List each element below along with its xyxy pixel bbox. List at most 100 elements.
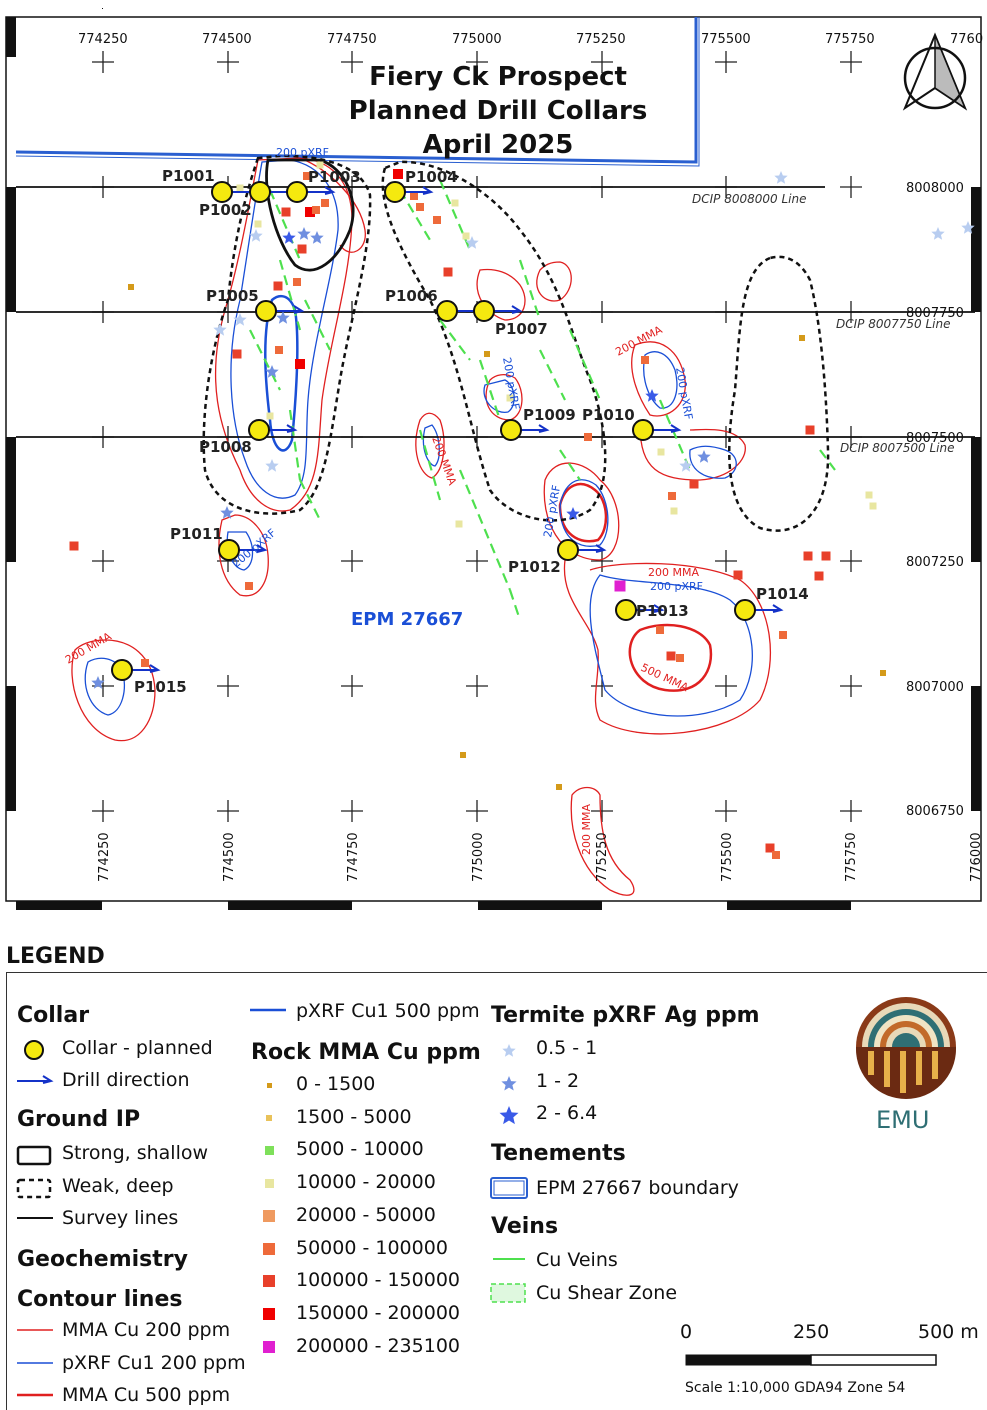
survey-line-label: DCIP 8007500 Line bbox=[840, 441, 954, 455]
rock-sample bbox=[641, 356, 649, 364]
pxrf-500-symbol bbox=[250, 1008, 286, 1012]
cu-shear-symbol bbox=[490, 1283, 526, 1303]
easting-label: 775250 bbox=[595, 832, 610, 882]
collar-marker bbox=[500, 419, 522, 441]
rock-legend-swatch bbox=[263, 1209, 275, 1222]
collar-label: P1002 bbox=[199, 201, 252, 219]
rock-sample bbox=[462, 232, 470, 240]
rock-sample bbox=[443, 267, 453, 277]
northing-label: 8007000 bbox=[906, 680, 964, 695]
rock-sample bbox=[821, 551, 831, 561]
map-title-line: Fiery Ck Prospect bbox=[369, 62, 627, 92]
collar-marker bbox=[111, 659, 133, 681]
termite-sample bbox=[249, 229, 263, 242]
map-title-line: Planned Drill Collars bbox=[349, 96, 648, 126]
rock-sample bbox=[799, 335, 805, 341]
termite-star-icon bbox=[502, 1044, 516, 1057]
map-title: Fiery Ck Prospect Planned Drill Collars … bbox=[349, 62, 648, 160]
collar-label: P1003 bbox=[308, 168, 361, 186]
cu-veins bbox=[249, 179, 836, 621]
rock-legend-swatch bbox=[263, 1340, 275, 1353]
termite-sample bbox=[233, 313, 247, 326]
termite-sample bbox=[297, 227, 311, 240]
contour-label: 200 pXRF bbox=[650, 580, 703, 593]
rock-sample bbox=[433, 216, 441, 224]
survey-line-label: DCIP 8007750 Line bbox=[836, 317, 950, 331]
termite-samples bbox=[91, 171, 975, 689]
collar-label: P1014 bbox=[756, 585, 809, 603]
scale-tick-500: 500 m bbox=[918, 1321, 979, 1343]
collar-labels: P1001 P1002 P1003 P1004 P1005 P1006 P100… bbox=[134, 167, 809, 696]
collar-marker bbox=[557, 539, 579, 561]
collar-marker bbox=[249, 181, 271, 203]
rock-legend-label: 5000 - 10000 bbox=[296, 1138, 424, 1161]
tenement-label: EPM 27667 bbox=[351, 609, 463, 630]
collar-marker bbox=[473, 300, 495, 322]
easting-label: 775250 bbox=[576, 32, 626, 47]
drill-arrow bbox=[511, 305, 523, 314]
legend-collar-heading: Collar bbox=[17, 1003, 90, 1028]
rock-sample bbox=[484, 351, 490, 357]
rock-sample bbox=[614, 580, 626, 592]
ip-weak-deep bbox=[202, 154, 830, 532]
survey-line-labels: DCIP 8008000 Line DCIP 8007750 Line DCIP… bbox=[692, 192, 954, 455]
rock-sample bbox=[321, 199, 329, 207]
collar-marker bbox=[436, 300, 458, 322]
rock-sample bbox=[416, 203, 424, 211]
rock-sample bbox=[410, 192, 418, 200]
legend-contours-heading: Contour lines bbox=[17, 1287, 183, 1312]
scale-tick-0: 0 bbox=[680, 1321, 693, 1343]
cu-vein bbox=[304, 299, 331, 351]
termite-sample bbox=[961, 221, 975, 234]
cu-vein bbox=[478, 359, 502, 421]
legend-pxrf-500: pXRF Cu1 500 ppm bbox=[296, 1000, 480, 1022]
termite-sample bbox=[465, 236, 479, 249]
emu-logo-icon bbox=[856, 997, 956, 1099]
termite-sample bbox=[276, 311, 290, 324]
easting-label: 775500 bbox=[720, 832, 735, 882]
termite-star-icon bbox=[499, 1106, 519, 1125]
legend-tenement-boundary: EPM 27667 boundary bbox=[536, 1177, 739, 1199]
rock-sample bbox=[668, 492, 676, 500]
drill-arrow bbox=[772, 604, 784, 613]
contour-label: 200 MMA bbox=[580, 804, 593, 855]
rock-sample bbox=[455, 520, 463, 528]
termite-sample bbox=[91, 676, 105, 689]
rock-sample bbox=[556, 784, 562, 790]
easting-label: 775500 bbox=[701, 32, 751, 47]
rock-sample bbox=[236, 184, 244, 192]
rock-sample bbox=[733, 570, 743, 580]
rock-sample bbox=[779, 631, 787, 639]
termite-sample bbox=[566, 507, 580, 520]
collar-marker bbox=[248, 419, 270, 441]
rock-legend-label: 50000 - 100000 bbox=[296, 1236, 448, 1259]
map-frame: 200 pXRF 200 MMA 200 pXRF 200 MMA 200 MM… bbox=[5, 8, 984, 910]
cu-vein bbox=[249, 329, 281, 391]
rock-sample bbox=[803, 551, 813, 561]
rock-sample bbox=[316, 161, 324, 169]
collar-label: P1010 bbox=[582, 406, 635, 424]
mma-200-symbol bbox=[17, 1329, 53, 1331]
cu-vein bbox=[268, 189, 302, 261]
rock-samples bbox=[69, 161, 886, 859]
termite-sample bbox=[265, 365, 279, 378]
collar-label: P1006 bbox=[385, 287, 438, 305]
scale-tick-250: 250 bbox=[793, 1321, 830, 1343]
drill-arrow bbox=[670, 424, 682, 433]
rock-sample bbox=[295, 359, 305, 369]
collar-label: P1007 bbox=[495, 320, 548, 338]
termite-sample bbox=[220, 506, 234, 519]
rock-sample bbox=[506, 394, 514, 402]
termite-legend-label: 0.5 - 1 bbox=[536, 1037, 598, 1059]
rock-sample bbox=[584, 433, 592, 441]
contour-label: 200 pXRF bbox=[276, 146, 329, 159]
collar-label: P1008 bbox=[199, 438, 252, 456]
collar-label: P1001 bbox=[162, 167, 215, 185]
drill-arrow bbox=[149, 664, 161, 673]
termite-sample bbox=[697, 450, 711, 463]
rock-sample bbox=[141, 659, 149, 667]
rock-sample bbox=[689, 479, 699, 489]
rock-legend-swatch bbox=[266, 1114, 272, 1121]
rock-sample bbox=[232, 349, 242, 359]
rock-sample bbox=[657, 448, 665, 456]
